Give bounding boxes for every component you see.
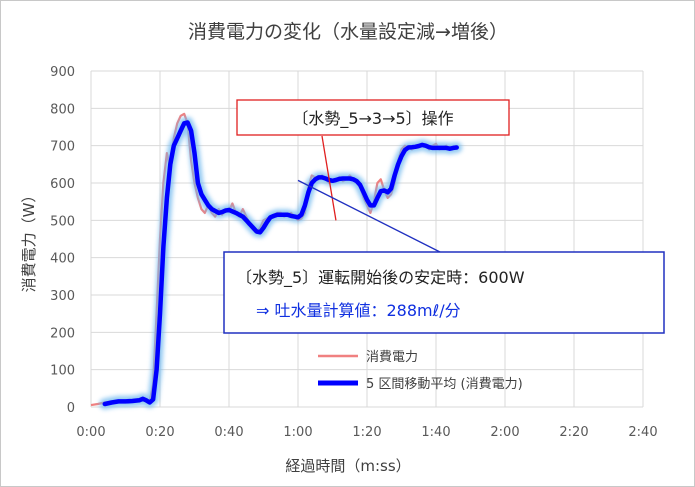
annotation-stable: 〔水勢_5〕運転開始後の安定時：600W ⇒ 吐水量計算値：288mℓ/分	[223, 179, 665, 334]
annotation-operation: 〔水勢_5→3→5〕操作	[236, 99, 510, 221]
x-tick-label: 2:20	[559, 425, 588, 440]
series-line-ma	[102, 120, 459, 407]
x-tick-label: 2:40	[628, 425, 657, 440]
y-tick-labels: 0 100 200 300 400 500 600 700 800 900	[50, 65, 75, 416]
chart-title: 消費電力の変化（水量設定減→増後）	[188, 21, 508, 43]
annotation-stable-arrow	[297, 179, 441, 253]
x-tick-label: 0:00	[76, 425, 105, 440]
series-layer	[90, 112, 463, 410]
y-tick-label: 0	[67, 401, 75, 416]
x-tick-label: 0:40	[214, 425, 243, 440]
annotation-operation-arrow	[321, 135, 337, 221]
annotation-operation-box	[236, 99, 510, 136]
y-tick-label: 700	[50, 140, 75, 155]
y-tick-label: 200	[50, 326, 75, 341]
x-axis-title: 経過時間（m:ss）	[285, 457, 410, 475]
x-tick-label: 1:20	[352, 425, 381, 440]
y-axis-title: 消費電力（W）	[20, 188, 38, 293]
x-tick-label: 1:40	[421, 425, 450, 440]
y-tick-label: 600	[50, 177, 75, 192]
y-tick-label: 800	[50, 102, 75, 117]
y-tick-label: 400	[50, 252, 75, 267]
y-tick-label: 500	[50, 214, 75, 229]
annotation-stable-line1: 〔水勢_5〕運転開始後の安定時：600W	[236, 268, 525, 288]
annotation-operation-text: 〔水勢_5→3→5〕操作	[292, 109, 453, 129]
legend-label-ma: 5 区間移動平均 (消費電力)	[366, 377, 523, 392]
annotation-stable-box	[223, 251, 665, 334]
legend: 消費電力 5 区間移動平均 (消費電力)	[318, 350, 523, 392]
x-tick-label: 1:00	[283, 425, 312, 440]
y-tick-label: 300	[50, 289, 75, 304]
legend-label-raw: 消費電力	[366, 350, 418, 365]
y-tick-label: 100	[50, 364, 75, 379]
y-tick-label: 900	[50, 65, 75, 80]
x-tick-label: 0:20	[145, 425, 174, 440]
x-tick-label: 2:00	[490, 425, 519, 440]
annotation-stable-line2: ⇒ 吐水量計算値：288mℓ/分	[256, 301, 461, 320]
x-tick-labels: 0:00 0:20 0:40 1:00 1:20 1:40 2:00 2:20 2:40	[76, 425, 657, 440]
